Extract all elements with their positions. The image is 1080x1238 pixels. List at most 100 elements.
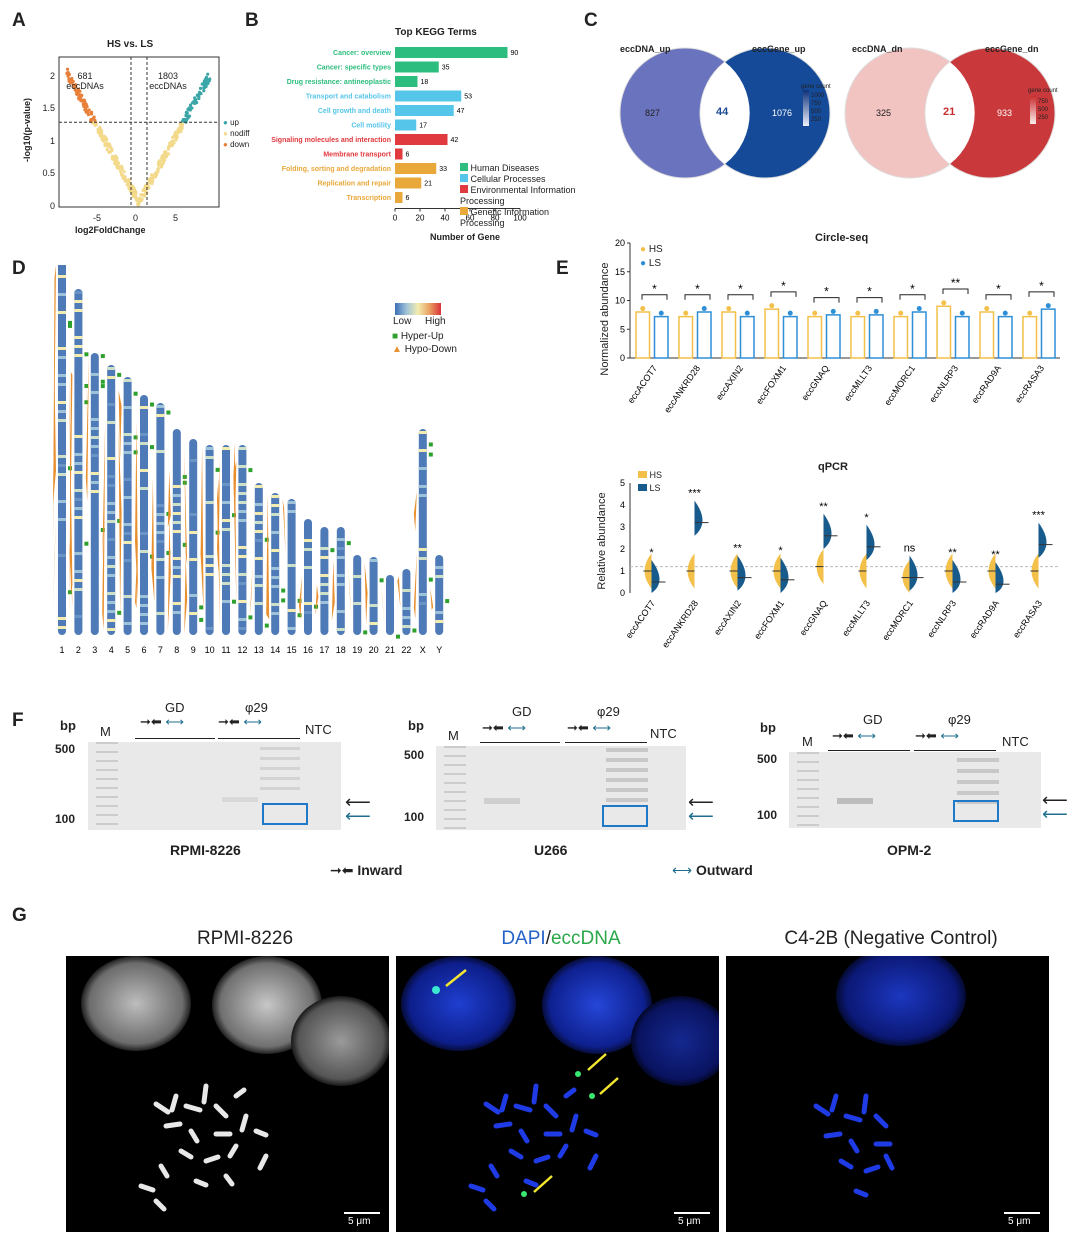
- gel3-100: 100: [757, 808, 778, 822]
- circleseq-chart: Circle-seq 0 5 10 15 20 * eccACOT7 * eccANKRD28 *…: [580, 228, 1070, 478]
- g-dapi-chromosomes: [432, 969, 619, 1212]
- hypo-down-mark: [184, 556, 188, 634]
- chromosome-band: [156, 450, 165, 453]
- chromosome-band: [435, 566, 444, 569]
- circ-point: [959, 310, 965, 316]
- chromosome-band: [304, 539, 312, 542]
- volcano-point: [150, 173, 154, 177]
- circ-sig-bracket: [813, 297, 840, 303]
- volcano-point: [82, 98, 86, 103]
- hyper-up-mark: [68, 590, 72, 595]
- gel3-primer-arrows-2: ➞⬅ ⟷: [915, 728, 960, 743]
- gel3-primer-arrows-1: ➞⬅ ⟷: [832, 728, 877, 743]
- venn2-legend-title: gene count: [1028, 88, 1058, 94]
- chromosome-band: [353, 575, 362, 578]
- circ-sig: *: [824, 285, 829, 299]
- volcano-point: [180, 126, 184, 130]
- chromosome-band: [222, 564, 230, 567]
- chromosome-band: [287, 627, 296, 630]
- chromosome-band: [271, 495, 280, 498]
- gel3-m: M: [802, 734, 813, 749]
- chromosome-band: [172, 512, 181, 515]
- volcano-point: [179, 129, 183, 134]
- chromosome-band: [205, 627, 214, 630]
- circ-sig: *: [1039, 279, 1044, 293]
- volcano-ytick: 0: [49, 201, 55, 211]
- volcano-point: [85, 109, 89, 113]
- circ-sig: *: [652, 282, 657, 296]
- chromosome-band: [287, 609, 296, 612]
- volcano-canvas: [58, 56, 220, 208]
- chromosome-band: [123, 442, 132, 445]
- chromosome-band: [238, 510, 247, 513]
- chromosome-band: [418, 593, 427, 596]
- chromosome-band: [74, 579, 83, 582]
- circ-bar: [893, 315, 909, 359]
- chromosome-band: [156, 576, 165, 579]
- chromosome: [271, 493, 280, 635]
- gel2-m: M: [448, 728, 459, 743]
- volcano-plot: HS vs. LS 681 eccDNAs 1803 eccDNAs log2Fol…: [15, 35, 250, 240]
- gel3-500: 500: [757, 752, 778, 766]
- chromosome-band: [172, 503, 181, 506]
- gel3-bp: bp: [760, 720, 776, 735]
- circ-bar: [979, 311, 995, 359]
- chromosome-band: [107, 457, 116, 460]
- g-control-chromosomes: [813, 1093, 895, 1198]
- volcano-point: [104, 137, 108, 141]
- heat-legend-low: Low: [393, 316, 412, 327]
- volcano-point: [167, 144, 171, 148]
- hyper-up-mark: [100, 528, 105, 533]
- qpcr-category: eccANKRD28: [660, 598, 700, 649]
- hyper-up-mark: [232, 599, 236, 604]
- venn1-left-count: 827: [645, 108, 661, 118]
- circ-point: [658, 310, 664, 316]
- circ-sig-bracket: [684, 294, 711, 300]
- volcano-point: [162, 158, 167, 163]
- chromosome-band: [107, 484, 116, 487]
- volcano-point: [107, 142, 112, 146]
- venn-canvas: [619, 47, 1056, 179]
- circ-bar: [807, 315, 823, 359]
- kegg-category: Transport and catabolism: [306, 94, 391, 101]
- chromosome: [90, 353, 99, 635]
- hypo-down-mark: [381, 582, 384, 623]
- circ-bar: [678, 315, 694, 359]
- hypo-down-mark: [85, 356, 89, 502]
- chromosome-band: [304, 548, 312, 551]
- kegg-xtick: 20: [416, 214, 425, 223]
- volcano-point: [93, 123, 97, 127]
- volcano-right-annotation: 1803 eccDNAs: [149, 71, 187, 91]
- gel1-image: [88, 742, 341, 830]
- chromosome-band: [90, 427, 99, 430]
- hyper-up-mark: [133, 450, 138, 455]
- kegg-category: Replication and repair: [317, 181, 391, 188]
- chromosome-band: [418, 449, 427, 452]
- gel2-bp: bp: [408, 718, 424, 733]
- hypo-down-mark: [249, 561, 253, 618]
- chromosome-label: 14: [270, 645, 280, 655]
- hypo-down-mark: [151, 485, 155, 579]
- chromosome-band: [402, 607, 411, 610]
- chromosome-band: [107, 520, 116, 523]
- chromosome-band: [222, 573, 230, 576]
- volcano-legend: ● up ● nodiff ● down: [223, 117, 250, 150]
- chromosome-band: [156, 531, 165, 534]
- venn2-overlap: 21: [943, 106, 956, 118]
- chromosome-band: [418, 548, 427, 551]
- qpcr-canvas: 012345*eccACOT7***eccANKRD28**eccAXIN2*e…: [620, 478, 1060, 650]
- volcano-point: [86, 112, 90, 117]
- chromosome-band: [320, 592, 329, 595]
- venn2-right-count: 933: [997, 108, 1013, 118]
- chromosome-band: [140, 622, 148, 625]
- volcano-point: [131, 192, 135, 196]
- chromosome-band: [254, 521, 263, 524]
- volcano-point: [122, 176, 126, 180]
- chromosome-band: [90, 472, 99, 475]
- circ-bar: [825, 314, 841, 359]
- circ-bar: [1022, 315, 1038, 359]
- chromosome-band: [58, 554, 66, 557]
- hypo-down-mark: [364, 563, 368, 625]
- volcano-point: [115, 165, 119, 170]
- legend-hypo-down: ▲ Hypo-Down: [392, 344, 457, 355]
